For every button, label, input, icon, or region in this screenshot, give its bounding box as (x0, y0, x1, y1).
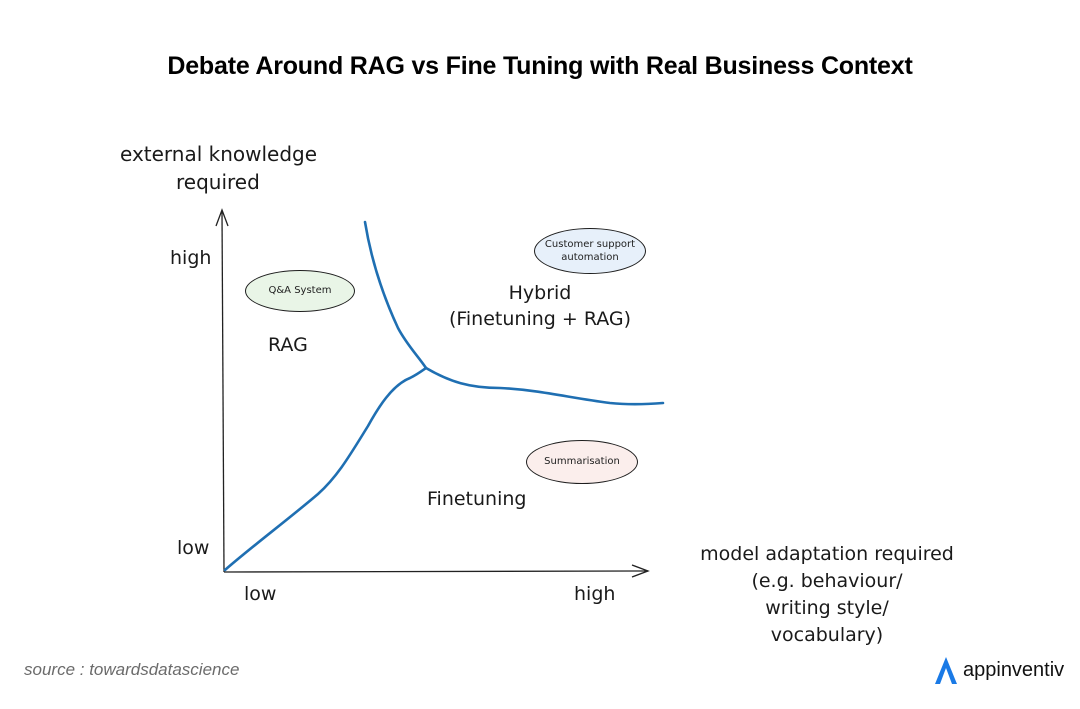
x-axis-line (223, 570, 649, 573)
source-caption: source : towardsdatascience (24, 660, 240, 679)
y-axis-arrow (215, 208, 229, 227)
y-axis-low-label: low (177, 537, 210, 559)
customer-support-example: Customer support automation (534, 228, 646, 274)
rag-finetuning-boundary (223, 366, 428, 572)
customer-support-label-line2: automation (561, 252, 619, 263)
rag-region-label: RAG (268, 334, 308, 356)
x-axis-label-line4: vocabulary) (770, 624, 884, 646)
rag-hybrid-boundary (363, 220, 428, 370)
summarisation-label: Summarisation (544, 456, 620, 468)
x-axis-label-line2: (e.g. behaviour/ (751, 570, 903, 592)
x-axis-label-line3: writing style/ (765, 597, 889, 619)
page-title: Debate Around RAG vs Fine Tuning with Re… (167, 52, 913, 80)
finetuning-region-label: Finetuning (427, 488, 527, 510)
qa-system-label: Q&A System (268, 285, 332, 297)
hybrid-region-label-line2: (Finetuning + RAG) (448, 308, 632, 330)
hybrid-region-label-line1: Hybrid (508, 282, 572, 304)
brand-name: appinventiv (963, 658, 1065, 681)
y-axis-label-line1: external knowledge (120, 142, 318, 166)
x-axis-low-label: low (244, 583, 277, 605)
y-axis-label-line2: required (176, 170, 260, 194)
appinventiv-logo-icon (935, 657, 957, 684)
x-axis-label-line1: model adaptation required (700, 543, 954, 565)
y-axis-high-label: high (170, 247, 212, 269)
x-axis-high-label: high (574, 583, 616, 605)
qa-system-example: Q&A System (245, 270, 355, 312)
hybrid-finetuning-boundary (424, 366, 665, 406)
x-axis-arrow (631, 564, 650, 578)
brand-logo: appinventiv (933, 655, 1064, 685)
customer-support-label-line1: Customer support (544, 238, 636, 250)
y-axis-line (221, 211, 225, 573)
summarisation-example: Summarisation (526, 440, 638, 484)
